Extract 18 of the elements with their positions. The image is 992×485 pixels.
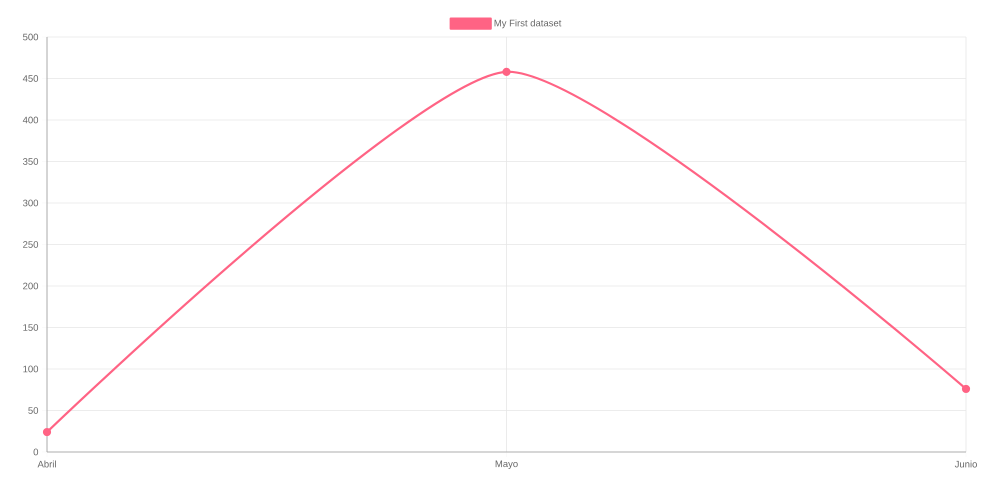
y-tick-label: 150 [23,324,38,331]
y-tick-label: 250 [23,241,38,248]
y-tick-label: 350 [22,158,38,165]
y-tick-label: 200 [23,282,38,290]
y-tick-label: 500 [22,34,38,40]
y-tick-label: 300 [22,200,38,206]
y-tick-label: 50 [28,407,38,414]
x-tick-label: Mayo [496,460,518,470]
x-tick-label: Junio [954,460,977,468]
y-tick-label: 400 [22,116,38,124]
x-tick-label: Abril [38,460,56,468]
y-tick-label: 0 [34,448,38,456]
y-tick-label: 100 [23,366,38,372]
point [502,68,511,76]
legend-label: My First dataset [494,19,562,28]
point [42,428,52,436]
point [962,384,970,394]
y-tick-label: 450 [22,75,38,82]
